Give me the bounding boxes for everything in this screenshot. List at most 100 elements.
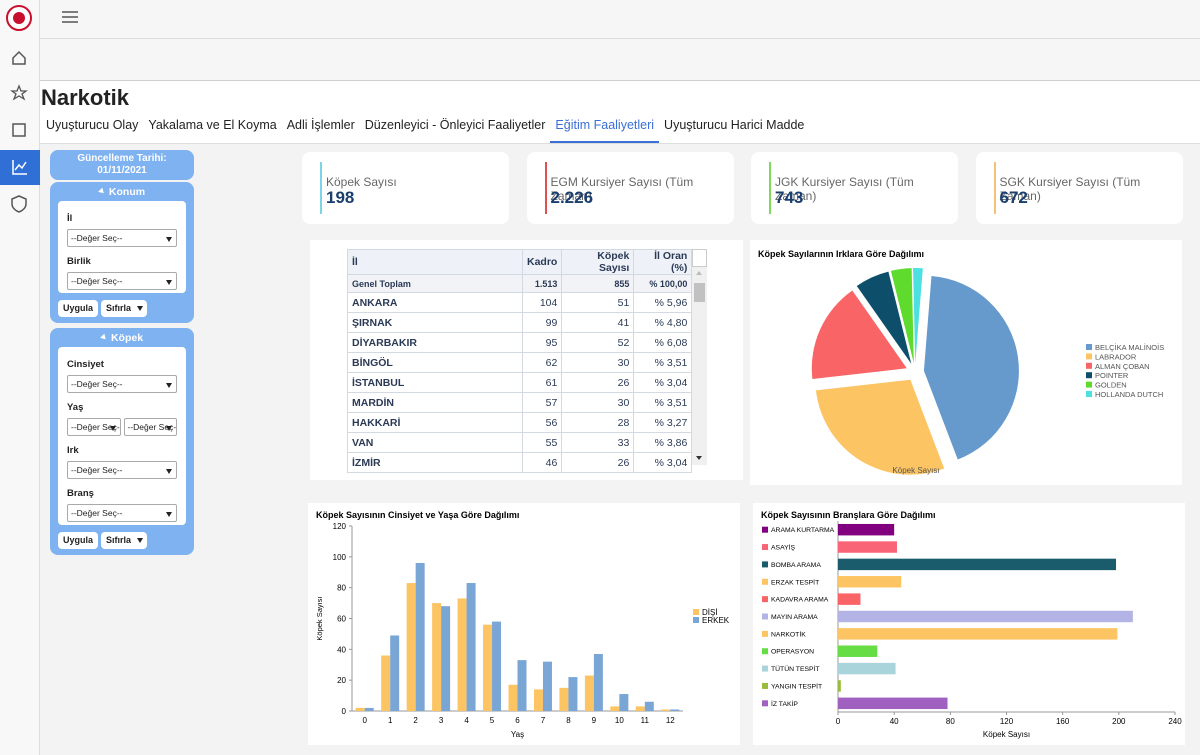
buttons: Uygula Sıfırla: [58, 532, 186, 549]
filter-field: Branş --Değer Seç--: [67, 478, 177, 522]
y-tick-label: KADAVRA ARAMA: [771, 597, 829, 604]
y-tick-label: 40: [337, 645, 346, 654]
row: BİNGÖL 62 30% 3,51: [347, 352, 693, 373]
y-tick-label: 100: [333, 553, 347, 562]
filter-section: Köpek Cinsiyet --Değer Seç-- Yaş --Değer Seç…: [50, 328, 194, 555]
select[interactable]: --Değer Seç--: [123, 418, 177, 436]
star-icon[interactable]: [10, 84, 28, 101]
kpi-label: SGK Kursiyer Sayısı (Tüm Zaman): [999, 175, 1141, 203]
bar: [432, 603, 442, 711]
tab[interactable]: Yakalama ve El Koyma: [148, 118, 277, 132]
select[interactable]: --Değer Seç--: [67, 504, 177, 522]
bar-chart: Köpek Sayısının Cinsiyet ve Yaşa Göre Da…: [315, 510, 730, 739]
row: İSTANBUL 61 26% 3,04: [347, 372, 693, 393]
cell: % 3,04: [633, 452, 693, 473]
x-tick-label: 6: [515, 716, 520, 725]
active-nav[interactable]: [0, 150, 40, 185]
cell: 52: [561, 332, 635, 353]
x-tick-label: 3: [439, 716, 444, 725]
cell: 56: [521, 412, 563, 433]
y-tick-label: OPERASYON: [771, 649, 814, 656]
field-label: Birlik: [67, 256, 91, 267]
tabs: Uyuşturucu Olay Yakalama ve El Koyma Adli …: [41, 117, 809, 143]
select[interactable]: --Değer Seç--: [67, 272, 177, 290]
scroll-down[interactable]: [696, 456, 702, 460]
tab[interactable]: Uyuşturucu Olay: [46, 118, 139, 132]
pie-slice: [856, 271, 912, 364]
menu-button[interactable]: [60, 0, 100, 38]
y-tick-label: YANGIN TESPİT: [771, 681, 822, 690]
cell: 57: [521, 392, 563, 413]
select[interactable]: --Değer Seç--: [67, 418, 121, 436]
y-tick-label: TÜTÜN TESPİT: [771, 664, 820, 673]
cell: % 4,80: [633, 312, 693, 333]
section-body: İl --Değer Seç-- Birlik --Değer Seç--: [58, 201, 186, 293]
section-title: Konum: [108, 185, 146, 198]
cell: 41: [561, 312, 635, 333]
cell: MARDİN: [347, 392, 523, 413]
bar: [542, 661, 552, 711]
tab[interactable]: Uyuşturucu Harici Madde: [664, 118, 805, 132]
section-header[interactable]: Konum: [58, 182, 186, 201]
select[interactable]: --Değer Seç--: [67, 229, 177, 247]
cell: 26: [561, 452, 635, 473]
header-row: İl Kadro Köpek Sayısı İl Oran (%): [347, 249, 693, 275]
cell: Genel Toplam: [347, 274, 523, 293]
bar: [381, 655, 391, 711]
cell: % 3,27: [633, 412, 693, 433]
button[interactable]: Uygula: [58, 300, 99, 317]
y-axis-label: Köpek Sayısı: [315, 596, 324, 640]
table-corner: [692, 249, 707, 267]
legend-swatch: [762, 682, 768, 689]
bar: [838, 697, 948, 710]
kpi-accent: [769, 162, 771, 214]
tab[interactable]: Düzenleyici - Önleyici Faaliyetler: [364, 118, 546, 132]
bar: [838, 645, 878, 657]
pie-slice: [811, 290, 907, 380]
cell: % 3,51: [633, 392, 693, 413]
bar: [670, 709, 680, 711]
button[interactable]: Uygula: [58, 532, 99, 549]
chart-title: Köpek Sayısının Cinsiyet ve Yaşa Göre Da…: [316, 510, 519, 520]
legend-swatch: [762, 526, 768, 533]
select-row: --Değer Seç-- --Değer Seç--: [67, 418, 177, 436]
button[interactable]: Sıfırla: [101, 532, 148, 549]
cell: 33: [561, 432, 635, 453]
x-tick-label: 120: [1000, 717, 1014, 726]
button[interactable]: Sıfırla: [101, 300, 148, 317]
save-icon[interactable]: [12, 123, 26, 137]
section-title: Köpek: [110, 331, 144, 344]
collapse-icon: [100, 333, 108, 342]
update-value: 01/11/2021: [97, 165, 147, 176]
filter-section: Konum İl --Değer Seç-- Birlik --Değer Seç-- U…: [50, 182, 194, 323]
x-axis-label: Köpek Sayısı: [983, 730, 1030, 739]
y-tick-label: 80: [337, 584, 346, 593]
top-bar: [40, 0, 1200, 39]
legend-swatch: [693, 609, 699, 615]
legend-swatch: [762, 648, 768, 655]
home-icon[interactable]: [12, 50, 26, 65]
cell: İSTANBUL: [347, 372, 523, 393]
select-row: --Değer Seç--: [67, 504, 177, 522]
legend-label: ERKEK: [702, 616, 730, 625]
scroll-up[interactable]: [696, 271, 702, 275]
y-tick-label: MAYIN ARAMA: [771, 614, 818, 621]
tab[interactable]: Adli İşlemler: [286, 118, 355, 132]
select[interactable]: --Değer Seç--: [67, 375, 177, 393]
scroll-thumb[interactable]: [694, 283, 705, 302]
x-tick-label: 5: [490, 716, 495, 725]
bar: [619, 694, 629, 711]
cell: % 6,08: [633, 332, 693, 353]
shield-icon[interactable]: [11, 195, 27, 213]
section-header[interactable]: Köpek: [58, 328, 186, 347]
scrollbar[interactable]: [692, 267, 707, 465]
cell: 51: [561, 292, 635, 313]
tab[interactable]: Eğitim Faaliyetleri: [550, 117, 660, 143]
kpi-card: EGM Kursiyer Sayısı (Tüm Zaman) 2.226: [526, 152, 734, 224]
cell: HAKKARİ: [347, 412, 523, 433]
cell: 55: [521, 432, 563, 453]
bar: [635, 706, 645, 711]
cell: 26: [561, 372, 635, 393]
x-tick-label: 11: [641, 716, 650, 725]
select[interactable]: --Değer Seç--: [67, 461, 177, 479]
